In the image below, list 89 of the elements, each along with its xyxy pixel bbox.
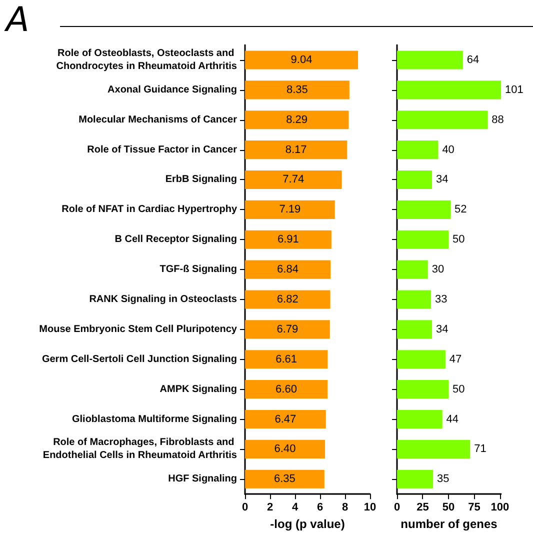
y-tick-label: Role of NFAT in Cardiac Hypertrophy — [62, 204, 238, 216]
bar — [397, 320, 432, 339]
data-label: 50 — [452, 234, 465, 246]
bar — [245, 230, 332, 249]
data-label: 8.35 — [286, 84, 308, 96]
x-axis-title: number of genes — [400, 517, 498, 531]
bar — [397, 80, 501, 100]
bar — [397, 380, 448, 399]
bar — [397, 230, 448, 249]
data-label: 88 — [492, 114, 504, 126]
x-tick-label: 0 — [394, 502, 400, 514]
data-label: 7.19 — [279, 204, 301, 216]
bar — [397, 350, 446, 369]
y-tick-label: Role of Osteoblasts, Osteoclasts and Chondrocytes in Rheumatoid Arthritis — [56, 48, 238, 72]
data-label: 6.47 — [274, 413, 296, 426]
data-label: 101 — [505, 84, 524, 96]
bar — [245, 470, 324, 488]
bar — [397, 470, 434, 488]
y-tick-label: Molecular Mechanisms of Cancer — [78, 114, 238, 126]
x-axis-title: -log (p value) — [270, 517, 345, 531]
data-label: 34 — [436, 174, 448, 186]
y-tick-label: TGF-ß Signaling — [160, 264, 237, 276]
bar — [245, 50, 358, 70]
bar — [397, 200, 451, 219]
data-label: 6.35 — [274, 473, 296, 486]
y-tick-label: Mouse Embryonic Stem Cell Pluripotency — [39, 324, 238, 335]
data-label: 6.91 — [277, 234, 299, 246]
bar — [245, 140, 348, 160]
data-label: 44 — [446, 413, 459, 426]
x-tick-label: 100 — [490, 502, 510, 514]
data-label: 50 — [452, 383, 465, 396]
data-label: 6.79 — [276, 323, 298, 336]
bar — [397, 170, 432, 190]
y-tick-label: ErbB Signaling — [165, 174, 237, 186]
x-tick-label: 0 — [242, 502, 248, 514]
x-tick-label: 6 — [316, 502, 324, 514]
y-tick-label: RANK Signaling in Osteoclasts — [89, 294, 238, 305]
y-tick-label: Role of Macrophages, Fibroblasts and Endothelial Cells in Rheumatoid Arthritis — [42, 437, 238, 462]
y-tick-label: Role of Tissue Factor in Cancer — [87, 144, 238, 156]
x-tick-label: 50 — [442, 502, 455, 514]
bar — [397, 50, 463, 70]
data-label: 6.84 — [277, 264, 298, 276]
y-tick-label: Germ Cell-Sertoli Cell Junction Signaling — [42, 354, 237, 365]
data-label: 64 — [466, 54, 480, 66]
y-tick-label: Axonal Guidance Signaling — [108, 84, 237, 96]
x-tick-label: 4 — [292, 502, 299, 514]
bar — [245, 110, 349, 130]
bar — [397, 440, 470, 458]
x-tick-label: 75 — [468, 502, 480, 514]
bar — [397, 290, 431, 309]
x-tick-label: 25 — [416, 502, 429, 514]
data-label: 35 — [437, 473, 450, 486]
x-tick-label: 2 — [266, 502, 274, 514]
data-label: 47 — [449, 353, 462, 366]
data-label: 33 — [434, 293, 448, 306]
data-label: 6.61 — [276, 353, 298, 366]
x-tick-label: 8 — [342, 502, 348, 514]
bar — [397, 260, 428, 279]
data-label: 40 — [442, 144, 454, 156]
y-tick-label: Glioblastoma Multiforme Signaling — [72, 414, 237, 425]
y-tick-label: HGF Signaling — [168, 474, 237, 485]
data-label: 7.74 — [282, 174, 304, 186]
bar — [245, 380, 328, 399]
data-label: 30 — [432, 264, 444, 276]
bar — [245, 410, 326, 429]
data-label: 52 — [454, 204, 467, 216]
data-label: 8.17 — [285, 144, 307, 156]
data-label: 9.04 — [290, 54, 312, 66]
bar — [245, 170, 342, 190]
bar — [245, 440, 325, 458]
bar — [397, 110, 488, 130]
bar — [245, 350, 328, 369]
x-tick-label: 10 — [364, 502, 376, 514]
data-label: 6.82 — [276, 293, 298, 306]
data-label: 71 — [474, 443, 486, 456]
text: A — [6, 0, 30, 40]
bar — [245, 200, 335, 219]
bar — [397, 410, 442, 429]
data-label: 6.40 — [274, 443, 296, 456]
data-label: 34 — [436, 323, 448, 336]
y-tick-label: B Cell Receptor Signaling — [114, 234, 237, 246]
bar — [245, 290, 330, 309]
bar — [245, 260, 330, 279]
y-tick-label: AMPK Signaling — [160, 384, 237, 395]
data-label: 6.60 — [276, 383, 297, 396]
bar — [397, 140, 438, 160]
data-label: 8.29 — [286, 114, 308, 126]
bar — [245, 320, 330, 339]
bar — [245, 80, 350, 100]
